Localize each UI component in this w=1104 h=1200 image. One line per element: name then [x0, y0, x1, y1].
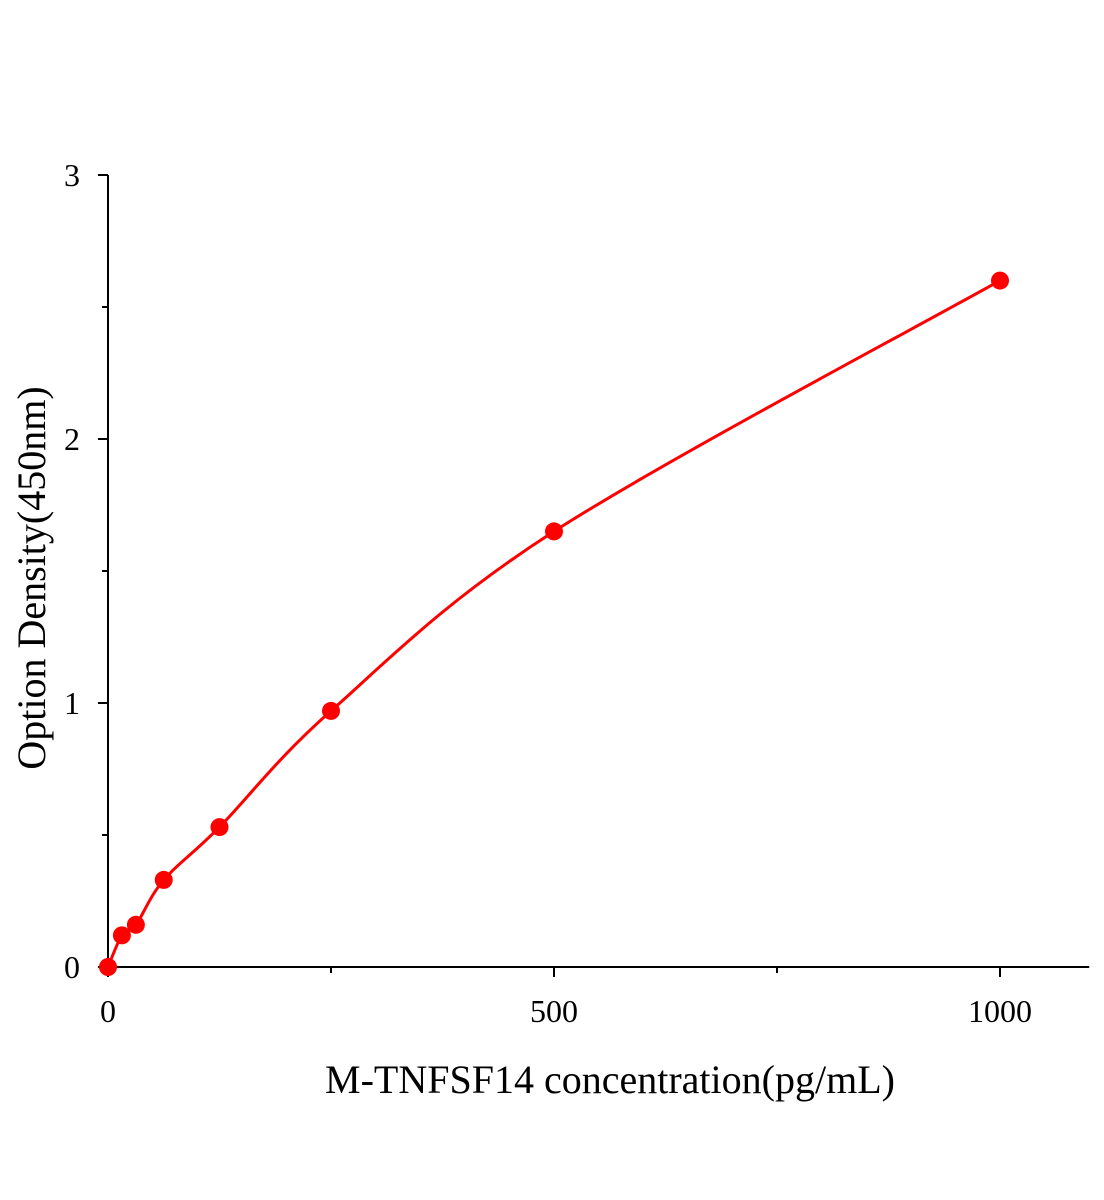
ticks: 0 500 1000 0 1 2 3 — [64, 157, 1032, 1029]
x-axis-label: M-TNFSF14 concentration(pg/mL) — [325, 1057, 895, 1102]
x-tick-label: 500 — [530, 993, 578, 1029]
fit-curve — [106, 279, 1001, 968]
data-point — [545, 522, 563, 541]
data-point — [154, 870, 173, 889]
data-point — [126, 915, 145, 934]
y-tick-label: 2 — [64, 421, 80, 457]
axes — [107, 175, 1090, 968]
y-axis-label: Option Density(450nm) — [9, 386, 54, 769]
x-tick-label: 1000 — [968, 993, 1032, 1029]
y-tick-label: 1 — [64, 685, 80, 721]
data-point — [210, 818, 229, 837]
data-point — [991, 271, 1009, 290]
data-points — [99, 271, 1009, 976]
data-point — [99, 958, 117, 976]
data-point — [322, 701, 340, 720]
y-tick-label: 3 — [64, 157, 80, 193]
x-tick-label: 0 — [100, 993, 116, 1029]
y-tick-label: 0 — [64, 949, 80, 985]
data-point — [112, 926, 131, 945]
